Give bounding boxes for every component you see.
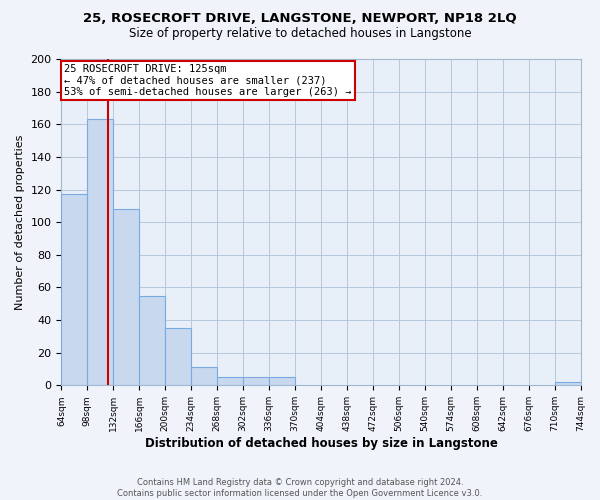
Bar (191, 368, 217, 386)
Bar (554, 382, 581, 386)
Text: Size of property relative to detached houses in Langstone: Size of property relative to detached ho… (128, 28, 472, 40)
Text: 25 ROSECROFT DRIVE: 125sqm
← 47% of detached houses are smaller (237)
53% of sem: 25 ROSECROFT DRIVE: 125sqm ← 47% of deta… (64, 64, 352, 97)
Bar (139, 296, 165, 386)
Bar (113, 209, 139, 386)
Bar (165, 328, 191, 386)
Text: Contains HM Land Registry data © Crown copyright and database right 2024.
Contai: Contains HM Land Registry data © Crown c… (118, 478, 482, 498)
Bar (269, 377, 295, 386)
X-axis label: Distribution of detached houses by size in Langstone: Distribution of detached houses by size … (145, 437, 497, 450)
Text: 25, ROSECROFT DRIVE, LANGSTONE, NEWPORT, NP18 2LQ: 25, ROSECROFT DRIVE, LANGSTONE, NEWPORT,… (83, 12, 517, 26)
Bar (88, 120, 113, 386)
Bar (243, 377, 269, 386)
Y-axis label: Number of detached properties: Number of detached properties (15, 134, 25, 310)
Bar (61, 194, 88, 386)
Bar (217, 377, 243, 386)
